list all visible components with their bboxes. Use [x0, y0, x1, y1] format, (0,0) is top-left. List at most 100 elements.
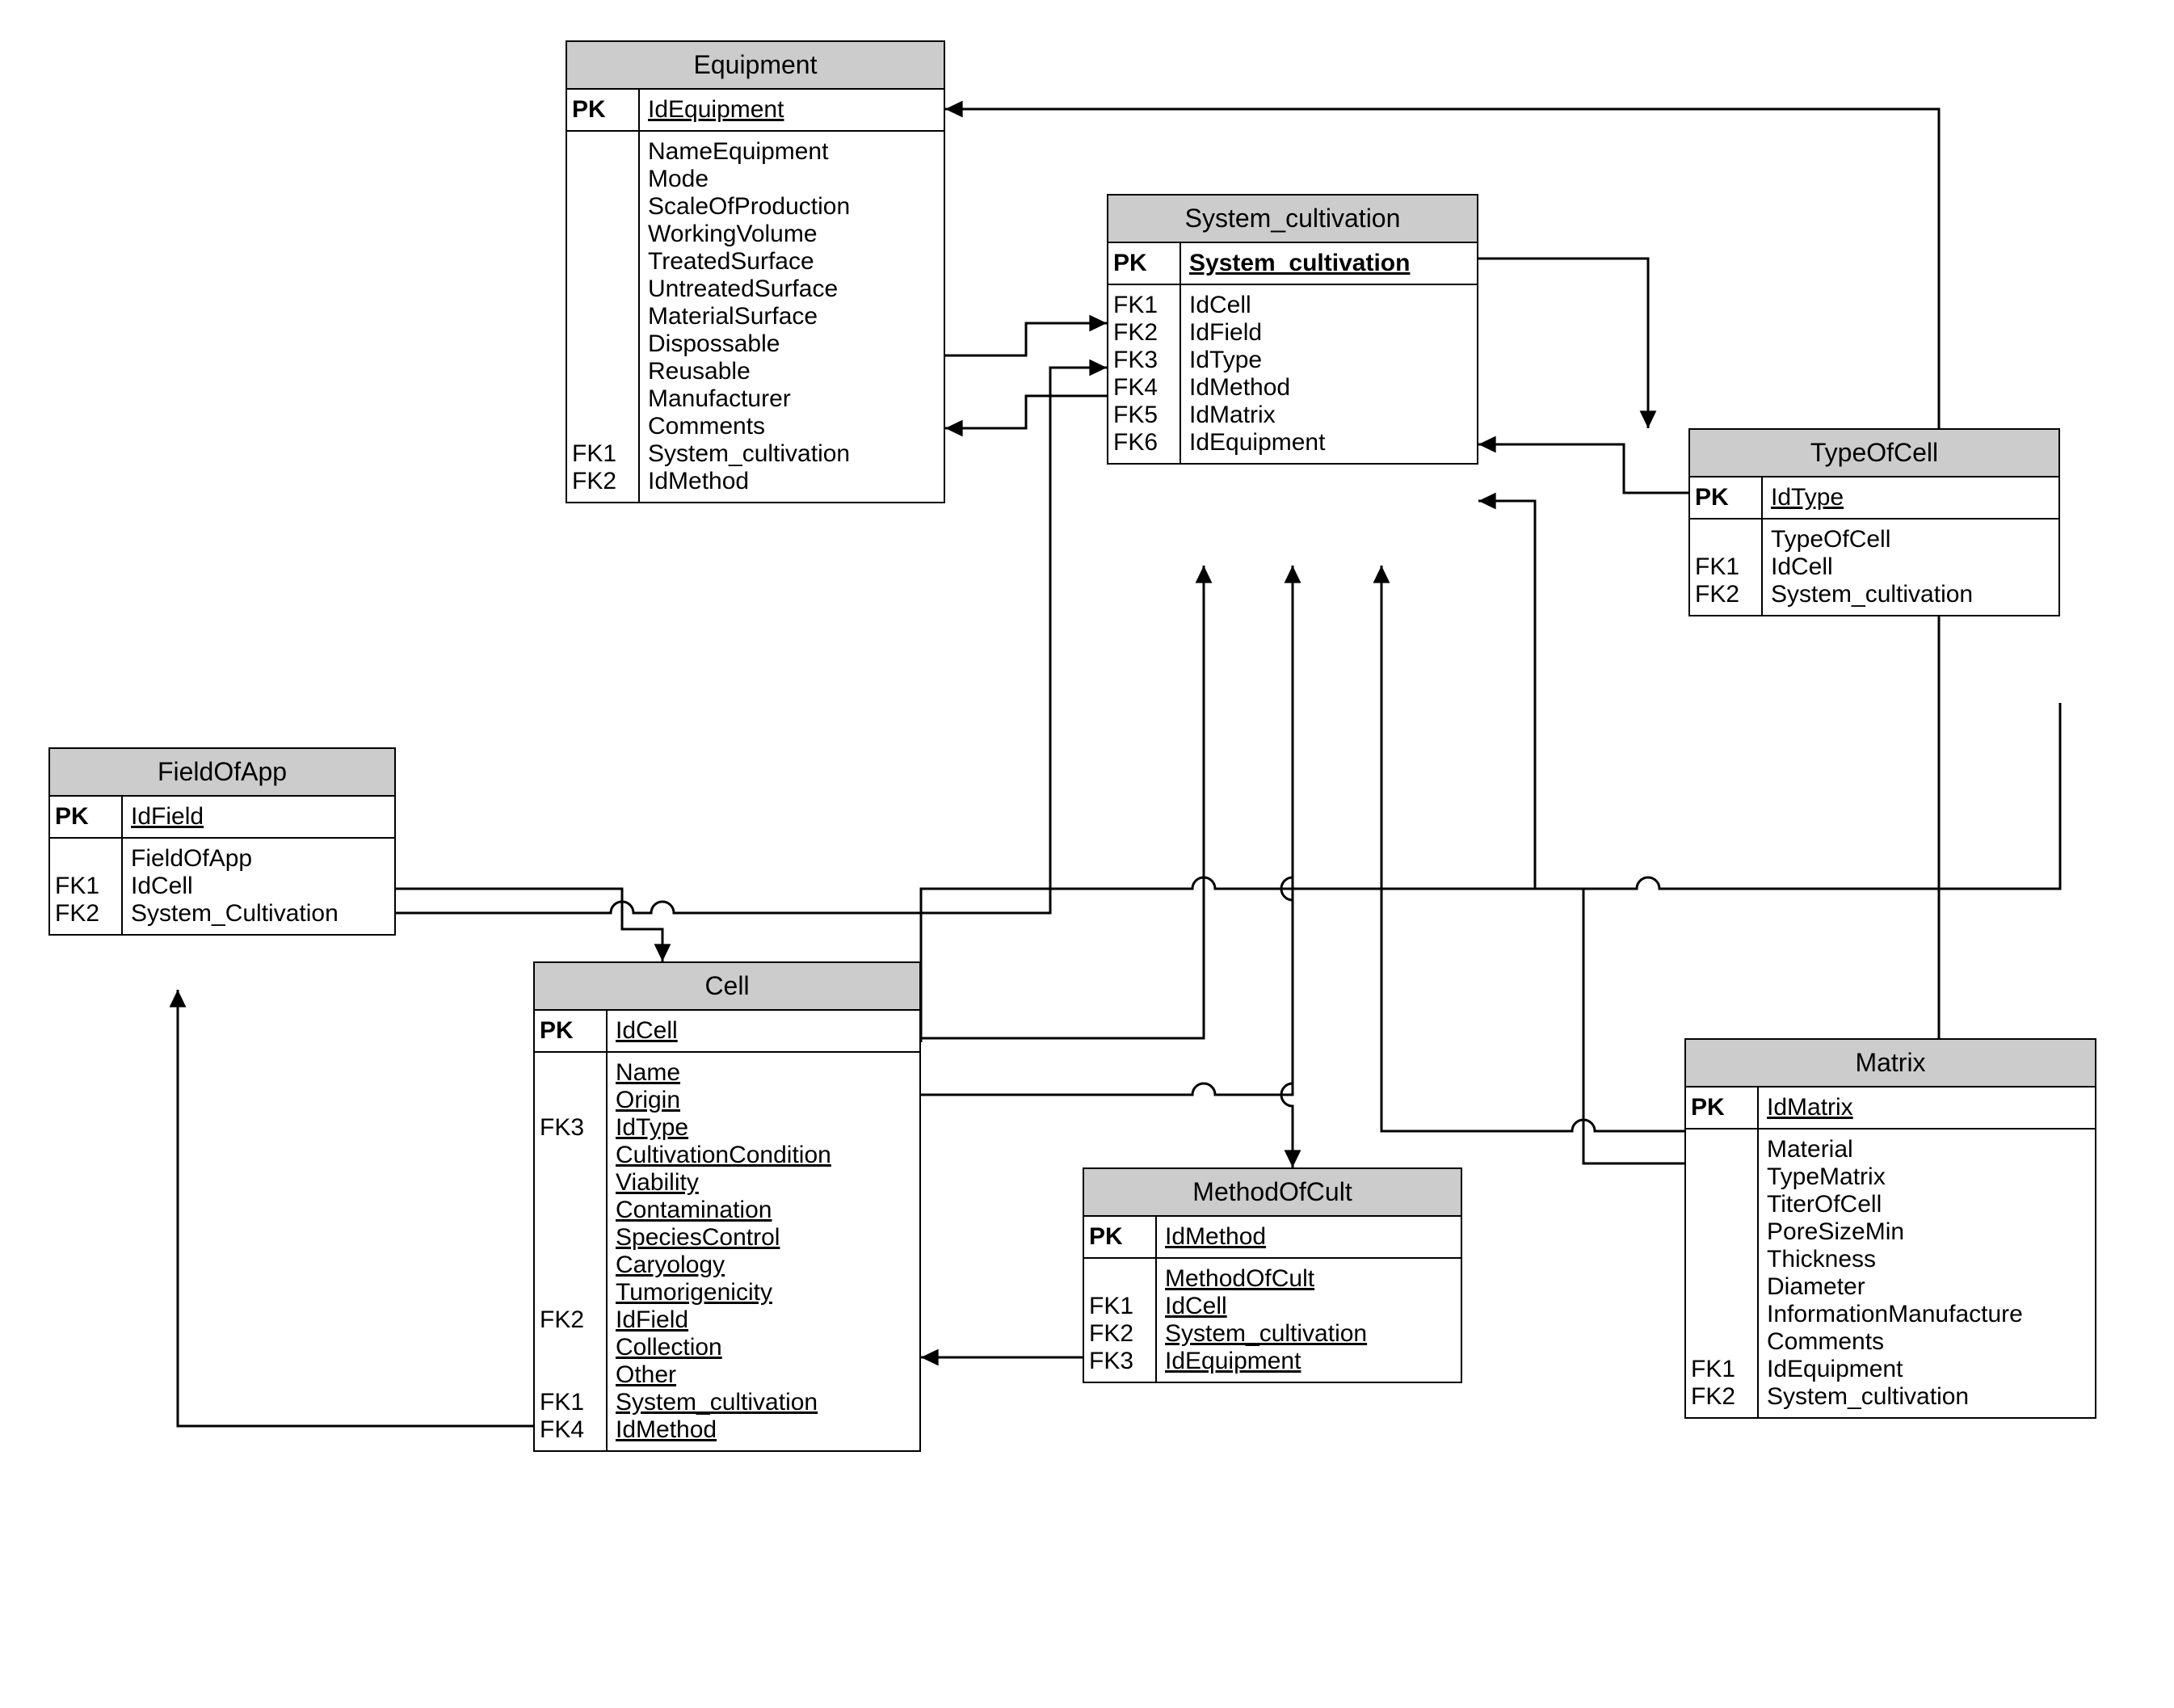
connector-8	[921, 703, 2060, 1042]
entity-title: Matrix	[1686, 1040, 2095, 1087]
field-cell: SpeciesControl	[616, 1224, 911, 1252]
key-cell: PK	[1089, 1223, 1150, 1251]
key-cell	[572, 358, 633, 385]
key-cell: FK2	[572, 468, 633, 495]
entity-methodofcult: MethodOfCultPKIdMethod FK1FK2FK3MethodOf…	[1083, 1167, 1462, 1383]
field-cell: Name	[616, 1059, 911, 1087]
field-cell: System_cultivation	[648, 440, 936, 468]
field-cell: CultivationCondition	[616, 1142, 911, 1169]
field-cell: System_cultivation	[616, 1389, 911, 1416]
key-cell	[1691, 1163, 1752, 1191]
field-cell: UntreatedSurface	[648, 276, 936, 303]
field-cell: System_cultivation	[1189, 250, 1469, 277]
key-cell	[572, 248, 633, 276]
field-cell: MethodOfCult	[1165, 1265, 1453, 1293]
field-cell: TypeOfCell	[1771, 526, 2050, 553]
entity-system_cultivation: System_cultivationPKSystem_cultivationFK…	[1107, 194, 1478, 465]
key-cell: FK2	[55, 900, 116, 928]
key-cell	[1089, 1265, 1150, 1293]
field-cell: TiterOfCell	[1767, 1191, 2087, 1218]
entity-fieldofapp: FieldOfAppPKIdField FK1FK2FieldOfAppIdCe…	[48, 747, 396, 936]
connector-9	[1583, 889, 1684, 1163]
key-cell	[1695, 526, 1756, 553]
field-cell: IdType	[1189, 347, 1469, 374]
key-cell: FK3	[1113, 347, 1175, 374]
key-cell	[540, 1252, 601, 1279]
field-cell: IdMatrix	[1189, 402, 1469, 429]
key-cell	[1691, 1218, 1752, 1246]
key-cell	[572, 303, 633, 330]
field-cell: System_cultivation	[1165, 1320, 1453, 1348]
connector-14	[1381, 566, 1684, 1131]
field-cell: Origin	[616, 1087, 911, 1114]
key-cell: PK	[1695, 484, 1756, 511]
entity-title: FieldOfApp	[50, 749, 394, 797]
field-cell: IdCell	[1165, 1293, 1453, 1320]
connector-5	[1478, 259, 1648, 428]
key-cell	[572, 385, 633, 413]
key-cell: FK5	[1113, 402, 1175, 429]
field-cell: Comments	[1767, 1328, 2087, 1356]
key-cell	[540, 1279, 601, 1306]
key-cell: FK1	[572, 440, 633, 468]
connector-1	[945, 396, 1107, 428]
connector-0	[945, 323, 1107, 355]
field-cell: IdMethod	[1189, 374, 1469, 402]
field-cell: NameEquipment	[648, 138, 936, 166]
key-cell	[572, 221, 633, 248]
key-cell	[1691, 1273, 1752, 1301]
key-cell: FK1	[540, 1389, 601, 1416]
key-cell	[572, 276, 633, 303]
field-cell: InformationManufacture	[1767, 1301, 2087, 1328]
entity-title: Cell	[535, 963, 919, 1011]
field-cell: Caryology	[616, 1252, 911, 1279]
field-cell: Other	[616, 1361, 911, 1389]
connector-2	[396, 889, 662, 961]
key-cell	[572, 166, 633, 193]
connector-11	[921, 566, 1293, 1095]
connector-6	[1478, 444, 1688, 493]
key-cell: FK2	[1089, 1320, 1150, 1348]
key-cell	[1691, 1136, 1752, 1163]
entity-matrix: MatrixPKIdMatrix FK1FK2MaterialTypeMatri…	[1684, 1038, 2096, 1419]
key-cell	[55, 845, 116, 873]
key-cell	[572, 193, 633, 221]
key-cell	[540, 1224, 601, 1252]
field-cell: Viability	[616, 1169, 911, 1197]
field-cell: Collection	[616, 1334, 911, 1361]
field-cell: IdType	[1771, 484, 2050, 511]
connector-7	[921, 566, 1204, 1038]
entity-title: Equipment	[567, 42, 944, 90]
key-cell: FK2	[1113, 319, 1175, 347]
field-cell: IdEquipment	[648, 96, 936, 124]
key-cell: PK	[1691, 1094, 1752, 1121]
key-cell: FK1	[1113, 292, 1175, 319]
field-cell: Reusable	[648, 358, 936, 385]
key-cell	[1691, 1191, 1752, 1218]
connector-15	[1478, 501, 1535, 889]
connector-12	[1281, 566, 1293, 1167]
field-cell: Contamination	[616, 1197, 911, 1224]
field-cell: IdEquipment	[1165, 1348, 1453, 1375]
field-cell: IdMethod	[648, 468, 936, 495]
entity-cell: CellPKIdCell FK3 FK2 FK1FK4NameOriginIdT…	[533, 961, 921, 1452]
field-cell: Tumorigenicity	[616, 1279, 911, 1306]
key-cell	[1691, 1246, 1752, 1273]
field-cell: FieldOfApp	[131, 845, 386, 873]
key-cell	[1691, 1328, 1752, 1356]
key-cell: FK3	[540, 1114, 601, 1142]
field-cell: Comments	[648, 413, 936, 440]
key-cell	[572, 413, 633, 440]
entity-equipment: EquipmentPKIdEquipment FK1FK2NameEquipme…	[566, 40, 945, 503]
key-cell	[1691, 1301, 1752, 1328]
er-diagram-canvas: EquipmentPKIdEquipment FK1FK2NameEquipme…	[0, 0, 2174, 1708]
key-cell	[540, 1334, 601, 1361]
field-cell: MaterialSurface	[648, 303, 936, 330]
field-cell: Material	[1767, 1136, 2087, 1163]
field-cell: IdCell	[131, 873, 386, 900]
field-cell: IdCell	[616, 1017, 911, 1045]
key-cell: FK2	[1695, 581, 1756, 608]
entity-title: System_cultivation	[1108, 196, 1477, 243]
field-cell: WorkingVolume	[648, 221, 936, 248]
key-cell: FK1	[1691, 1356, 1752, 1383]
